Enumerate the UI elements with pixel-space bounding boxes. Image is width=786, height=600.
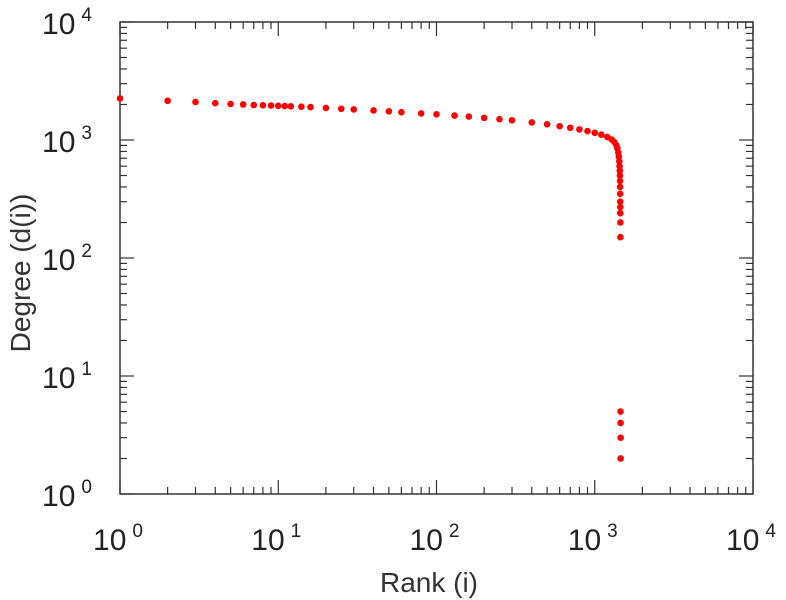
data-point [496,115,503,123]
x-tick-label: 10 1 [251,521,301,557]
data-point [385,108,393,115]
data-point [281,102,289,110]
data-point [259,101,267,109]
y-tick-label: 10 3 [42,123,92,159]
data-point [116,95,124,102]
data-point [617,233,624,241]
y-axis-label: Degree (d(i)) [5,194,36,353]
x-tick-labels: 10 0 10 1 10 2 10 3 10 4 [93,521,776,557]
data-point [566,124,574,132]
data-point [617,434,624,442]
data-point [617,455,624,462]
data-point [192,98,199,106]
data-point [591,129,599,137]
data-point [465,113,473,120]
data-point [287,103,295,110]
data-point [322,104,330,112]
data-point [417,110,425,117]
x-tick-label: 10 4 [726,521,776,557]
data-point [298,103,305,110]
data-point [598,131,605,138]
x-axis-label: Rank (i) [380,567,478,598]
data-point [543,120,551,128]
data-point [617,408,624,415]
data-point [227,100,234,108]
data-point [307,103,314,111]
data-point [398,108,405,116]
y-tick-label: 10 0 [42,477,92,513]
data-point [370,107,377,114]
data-point [584,127,591,135]
data-point [616,172,624,179]
data-point [350,106,358,113]
data-point [616,198,624,205]
data-points [116,95,624,462]
data-point [576,126,583,133]
y-tick-label: 10 4 [42,5,92,41]
data-point [239,101,247,108]
data-point [250,101,258,109]
data-point [274,102,282,110]
data-point [616,203,624,211]
data-point [617,219,624,226]
data-point [616,183,624,191]
data-point [211,99,219,107]
axis-ticks [119,21,754,495]
x-tick-label: 10 0 [93,521,143,557]
data-point [451,112,458,119]
data-point [337,105,345,113]
data-point [508,116,516,124]
data-point [164,97,171,105]
x-tick-label: 10 3 [568,521,618,557]
data-point [556,122,563,130]
data-point [616,157,623,165]
y-tick-label: 10 1 [42,359,92,395]
data-point [480,114,488,122]
data-point [617,209,624,217]
data-point [433,111,440,118]
data-point [267,102,275,109]
plot-frame [119,21,754,495]
y-tick-label: 10 2 [42,241,92,277]
data-point [528,119,536,126]
data-point [616,177,624,185]
x-tick-label: 10 2 [410,521,460,557]
data-point [616,190,624,198]
data-point [617,419,624,427]
data-point [616,167,624,174]
